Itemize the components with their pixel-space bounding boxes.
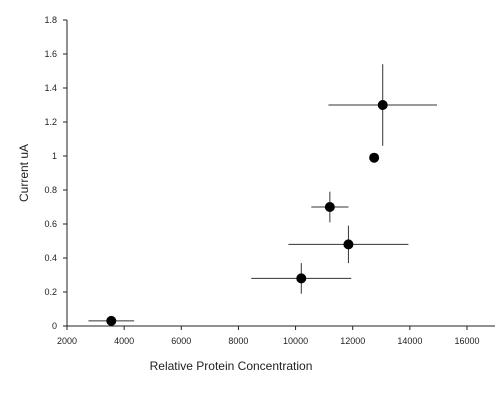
data-point — [106, 315, 117, 326]
y-tick-label: 0.4 — [44, 253, 57, 263]
data-point — [324, 202, 335, 212]
y-axis-title: Current uA — [17, 144, 31, 202]
x-tick-label: 4000 — [114, 336, 134, 346]
x-tick-label: 8000 — [228, 336, 248, 346]
y-tick-label: 1.8 — [44, 15, 57, 25]
tick-labels: 2000 4000 6000 8000 10000 12000 14000 16000 0 0.2… — [44, 15, 479, 346]
x-tick-label: 12000 — [340, 336, 365, 346]
data-point — [343, 239, 354, 250]
y-tick-label: 0 — [52, 321, 57, 331]
x-tick-label: 14000 — [397, 336, 422, 346]
data-point — [377, 100, 388, 110]
ticks — [63, 19, 468, 330]
x-tick-label: 6000 — [171, 336, 191, 346]
axes — [66, 20, 495, 327]
x-tick-label: 16000 — [454, 336, 479, 346]
data-point — [369, 152, 380, 163]
y-tick-label: 1 — [52, 151, 57, 161]
y-tick-label: 1.2 — [44, 117, 57, 127]
data-points — [106, 100, 388, 326]
x-tick-label: 10000 — [283, 336, 308, 346]
x-tick-label: 2000 — [57, 336, 77, 346]
y-tick-label: 0.6 — [44, 219, 57, 229]
x-axis-title: Relative Protein Concentration — [150, 359, 313, 373]
y-tick-label: 1.4 — [44, 83, 57, 93]
data-point — [296, 273, 307, 284]
y-tick-label: 0.2 — [44, 287, 57, 297]
y-tick-label: 0.8 — [44, 185, 57, 195]
y-tick-label: 1.6 — [44, 49, 57, 59]
